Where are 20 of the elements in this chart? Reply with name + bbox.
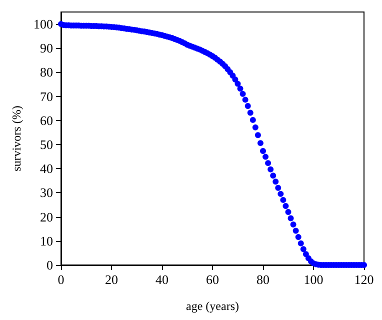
y-tick-label: 100 [34,16,53,32]
x-tick-label: 100 [304,272,324,287]
y-tick-label: 0 [46,258,53,272]
y-tick-label: 10 [40,233,53,248]
y-tick-label: 70 [40,88,53,104]
x-tick-label: 60 [206,272,219,287]
x-tick-label: 80 [256,272,270,287]
y-axis-title: survivors (%) [10,106,24,172]
y-tick-label: 80 [40,64,53,80]
x-tick-label: 20 [105,272,118,287]
y-tick-label: 50 [40,137,53,152]
y-tick-label: 60 [40,112,53,128]
y-tick-label: 30 [40,185,53,200]
y-tick-label: 20 [40,209,53,224]
x-tick-label: 0 [58,272,64,287]
x-axis-title: age (years) [186,299,239,313]
x-tick-label: 40 [156,272,168,287]
y-tick-label: 90 [40,40,53,56]
x-tick-label: 120 [354,272,374,287]
y-tick-label: 40 [40,161,53,176]
